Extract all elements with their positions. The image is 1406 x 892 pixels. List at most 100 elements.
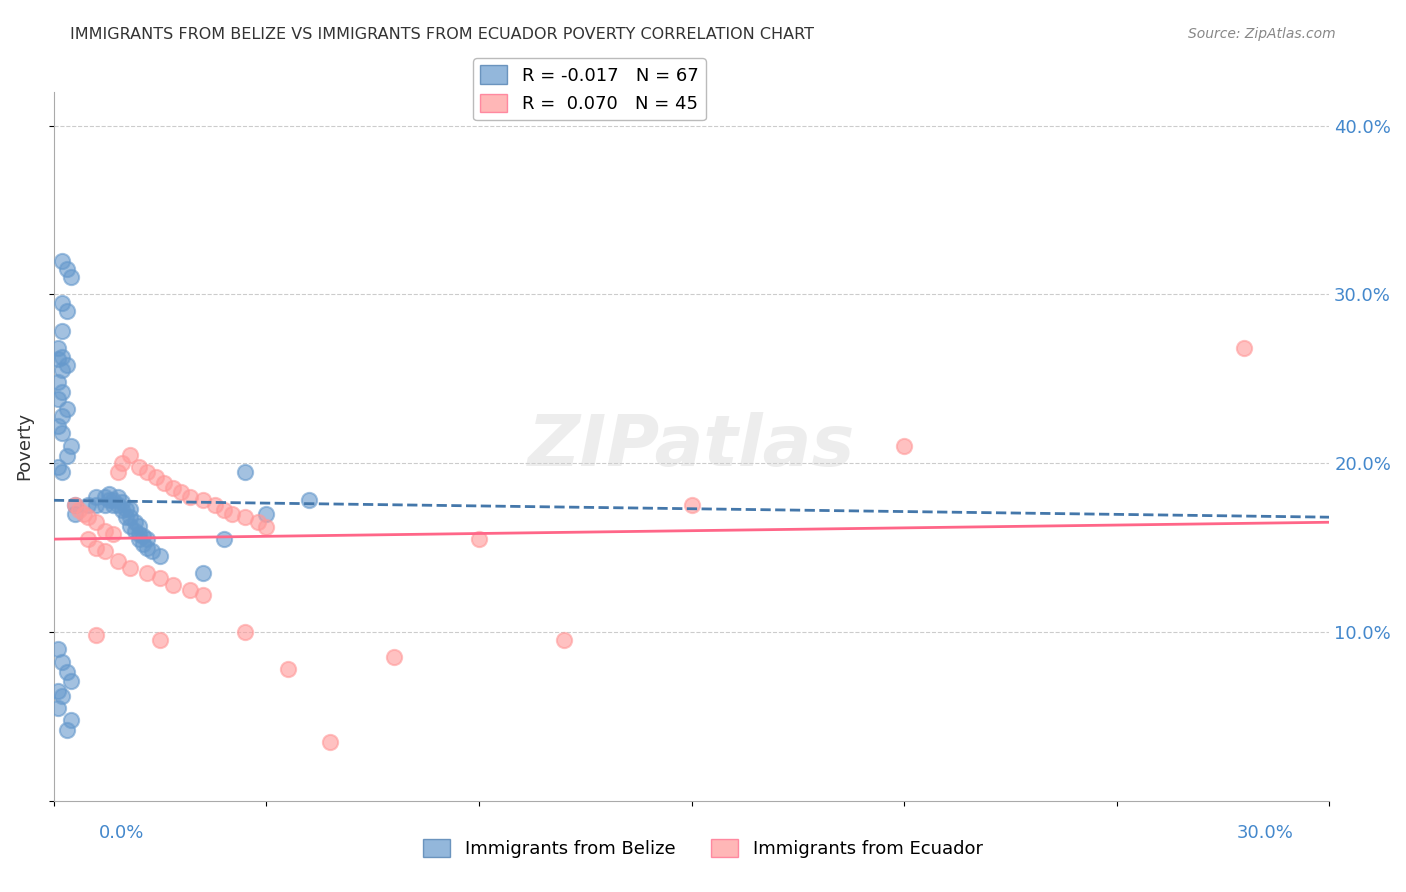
Point <box>46 375 69 389</box>
Point <box>162 482 184 496</box>
Point <box>136 541 159 555</box>
Point <box>86 490 108 504</box>
Point <box>233 465 256 479</box>
Point <box>149 571 172 585</box>
Point <box>46 641 69 656</box>
Point <box>149 633 172 648</box>
Point <box>51 425 73 440</box>
Point <box>233 624 256 639</box>
Point <box>51 465 73 479</box>
Point <box>59 673 82 688</box>
Point <box>120 518 142 533</box>
Point <box>191 493 214 508</box>
Point <box>107 554 129 568</box>
Point <box>55 358 77 372</box>
Point <box>111 456 134 470</box>
Point <box>76 532 98 546</box>
Point <box>145 469 167 483</box>
Point <box>98 493 121 508</box>
Point <box>221 507 243 521</box>
Text: 30.0%: 30.0% <box>1237 824 1294 842</box>
Point <box>468 532 491 546</box>
Point <box>51 363 73 377</box>
Point <box>86 628 108 642</box>
Point <box>46 459 69 474</box>
Legend: R = -0.017   N = 67, R =  0.070   N = 45: R = -0.017 N = 67, R = 0.070 N = 45 <box>474 58 706 120</box>
Point <box>170 484 193 499</box>
Point <box>86 499 108 513</box>
Point <box>128 459 150 474</box>
Point <box>46 701 69 715</box>
Point <box>51 689 73 703</box>
Point <box>63 499 86 513</box>
Point <box>94 544 117 558</box>
Point <box>191 566 214 580</box>
Point <box>111 495 134 509</box>
Point <box>76 499 98 513</box>
Point <box>128 532 150 546</box>
Point <box>51 656 73 670</box>
Point <box>51 385 73 400</box>
Point <box>63 499 86 513</box>
Point <box>51 295 73 310</box>
Point <box>51 350 73 364</box>
Point <box>55 304 77 318</box>
Point <box>141 544 163 558</box>
Point <box>124 524 146 538</box>
Point <box>107 465 129 479</box>
Point <box>55 665 77 680</box>
Point <box>46 392 69 406</box>
Point <box>63 507 86 521</box>
Legend: Immigrants from Belize, Immigrants from Ecuador: Immigrants from Belize, Immigrants from … <box>416 831 990 865</box>
Point <box>107 499 129 513</box>
Point <box>51 409 73 423</box>
Point <box>132 537 155 551</box>
Point <box>893 439 915 453</box>
Point <box>191 588 214 602</box>
Point <box>124 515 146 529</box>
Point <box>136 465 159 479</box>
Point <box>72 507 94 521</box>
Point <box>86 541 108 555</box>
Point <box>553 633 575 648</box>
Point <box>59 270 82 285</box>
Point <box>132 529 155 543</box>
Point <box>298 493 321 508</box>
Point <box>162 577 184 591</box>
Point <box>55 402 77 417</box>
Text: IMMIGRANTS FROM BELIZE VS IMMIGRANTS FROM ECUADOR POVERTY CORRELATION CHART: IMMIGRANTS FROM BELIZE VS IMMIGRANTS FRO… <box>70 27 814 42</box>
Point <box>51 325 73 339</box>
Text: Source: ZipAtlas.com: Source: ZipAtlas.com <box>1188 27 1336 41</box>
Point <box>233 510 256 524</box>
Point <box>86 515 108 529</box>
Point <box>46 419 69 434</box>
Point <box>212 503 235 517</box>
Point <box>120 448 142 462</box>
Point <box>120 510 142 524</box>
Point <box>59 439 82 453</box>
Point <box>149 549 172 563</box>
Point <box>204 499 226 513</box>
Point <box>94 490 117 504</box>
Point <box>179 490 201 504</box>
Point <box>277 662 299 676</box>
Point <box>128 527 150 541</box>
Point <box>103 527 125 541</box>
Point <box>254 507 277 521</box>
Point <box>246 515 269 529</box>
Point <box>115 501 138 516</box>
Point <box>94 524 117 538</box>
Point <box>67 503 90 517</box>
Point <box>115 510 138 524</box>
Point <box>1233 342 1256 356</box>
Point <box>76 510 98 524</box>
Point <box>153 476 176 491</box>
Point <box>319 734 342 748</box>
Y-axis label: Poverty: Poverty <box>15 412 32 481</box>
Point <box>120 561 142 575</box>
Text: ZIPatlas: ZIPatlas <box>527 412 855 481</box>
Point <box>94 499 117 513</box>
Text: 0.0%: 0.0% <box>98 824 143 842</box>
Point <box>128 518 150 533</box>
Point <box>55 450 77 464</box>
